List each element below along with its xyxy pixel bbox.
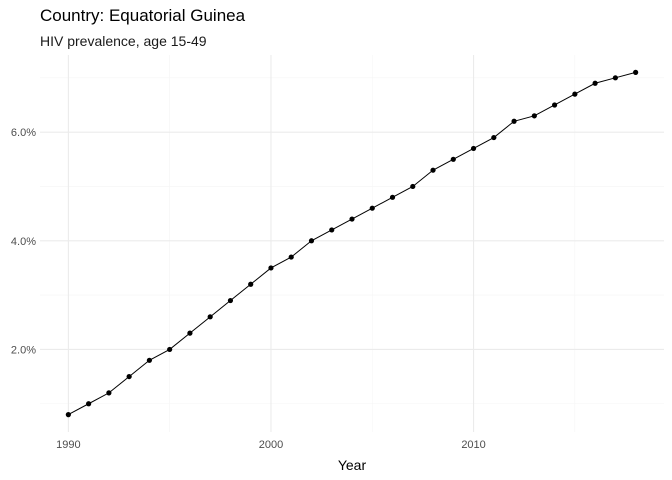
chart-title: Country: Equatorial Guinea: [40, 6, 246, 25]
data-point: [329, 227, 335, 233]
y-tick-label: 2.0%: [11, 344, 36, 356]
y-tick-label: 4.0%: [11, 236, 36, 248]
data-point: [349, 216, 355, 222]
data-point: [389, 194, 396, 200]
data-point: [430, 167, 436, 173]
x-tick-label: 2000: [259, 439, 283, 451]
grid-lines: [40, 55, 664, 432]
y-tick-label: 6.0%: [11, 127, 36, 139]
data-point: [248, 281, 254, 287]
data-point: [410, 183, 416, 190]
chart-subtitle: HIV prevalence, age 15-49: [40, 33, 207, 49]
data-point: [572, 91, 578, 97]
data-point: [288, 254, 294, 260]
x-axis-tick-labels: 1990 2000 2010: [56, 439, 486, 451]
data-point: [491, 134, 497, 141]
data-point: [531, 113, 537, 119]
data-point: [450, 156, 456, 162]
data-point: [167, 346, 173, 353]
data-point: [268, 265, 274, 271]
data-point: [207, 314, 213, 320]
data-point: [592, 80, 598, 86]
data-point: [187, 330, 193, 336]
data-point: [126, 373, 132, 380]
data-point: [633, 69, 639, 75]
series-line-group: [68, 71, 636, 416]
series-line: [68, 71, 636, 416]
data-point: [146, 357, 153, 363]
x-axis-title: Year: [338, 457, 367, 473]
data-point: [227, 297, 234, 304]
data-point: [511, 118, 517, 124]
x-tick-label: 1990: [56, 439, 80, 451]
data-point: [470, 145, 477, 152]
x-tick-label: 2010: [461, 439, 485, 451]
data-point: [612, 75, 618, 81]
data-point: [86, 401, 92, 407]
data-point: [308, 238, 315, 244]
y-axis-tick-labels: 2.0% 4.0% 6.0%: [11, 127, 36, 356]
data-point: [106, 390, 112, 396]
data-point: [551, 102, 558, 108]
data-points: [65, 69, 639, 418]
data-point: [65, 412, 71, 418]
data-point: [369, 205, 375, 211]
